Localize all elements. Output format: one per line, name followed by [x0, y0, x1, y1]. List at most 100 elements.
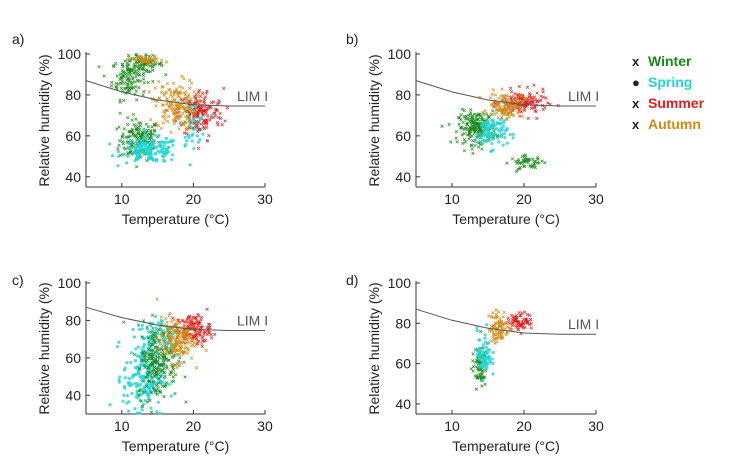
data-point [473, 118, 477, 122]
data-point [167, 150, 171, 154]
data-point [125, 393, 129, 398]
data-point [160, 346, 164, 351]
data-point [108, 403, 112, 407]
data-point [130, 68, 134, 73]
data-point [197, 110, 201, 115]
data-point [492, 112, 497, 116]
data-point [499, 118, 503, 122]
limit-curve-label: LIM I [568, 316, 599, 332]
data-point [153, 86, 157, 90]
data-point [170, 333, 174, 338]
data-point [489, 339, 493, 343]
data-point [150, 334, 154, 339]
data-point [491, 311, 495, 315]
data-point [199, 342, 204, 346]
data-point [213, 114, 217, 118]
data-point [128, 78, 132, 83]
data-point [192, 115, 196, 119]
data-point [171, 379, 176, 383]
data-point [481, 110, 485, 115]
data-point [187, 108, 191, 113]
y-tick-label: 60 [395, 128, 411, 144]
data-point [501, 121, 506, 125]
data-point [170, 153, 175, 157]
data-point [523, 98, 527, 102]
data-point [471, 120, 475, 125]
data-point [465, 122, 470, 127]
data-point [531, 157, 535, 161]
series-winter [122, 313, 188, 414]
data-point [143, 363, 147, 367]
data-point [184, 142, 188, 147]
data-point [138, 375, 142, 379]
data-point [148, 398, 152, 403]
data-point [537, 161, 541, 165]
data-point [110, 154, 115, 158]
data-point [447, 122, 451, 127]
series-spring [474, 108, 515, 153]
data-point [161, 360, 166, 365]
data-point [123, 376, 128, 380]
data-point [489, 324, 494, 329]
data-point [213, 332, 217, 337]
data-point [531, 99, 535, 104]
data-point [517, 84, 521, 89]
data-point [182, 77, 186, 81]
data-point [126, 141, 131, 146]
data-point [149, 330, 154, 335]
data-point [493, 93, 498, 97]
data-point [484, 125, 488, 129]
data-point [204, 125, 209, 130]
data-point [520, 114, 524, 119]
data-point [140, 323, 144, 327]
data-point [157, 355, 162, 359]
data-point [172, 93, 176, 97]
data-point [146, 80, 150, 85]
data-point [135, 61, 140, 65]
data-point [480, 384, 484, 388]
data-point [477, 338, 482, 342]
data-point [535, 116, 539, 121]
limit-curve [415, 308, 596, 335]
data-point [172, 343, 177, 348]
data-point [193, 111, 197, 115]
data-point [149, 410, 154, 414]
data-point [126, 380, 130, 385]
data-point [127, 59, 131, 63]
data-point [142, 379, 146, 384]
data-point [140, 67, 145, 71]
data-point [494, 107, 499, 112]
data-point [488, 360, 492, 364]
data-point [151, 368, 156, 372]
data-point [141, 345, 146, 349]
data-point [487, 314, 491, 318]
data-point [123, 147, 128, 151]
data-point [171, 355, 175, 360]
data-point [184, 337, 189, 342]
data-point [129, 146, 133, 150]
data-point [462, 149, 467, 153]
data-point [491, 330, 495, 334]
data-point [133, 358, 138, 363]
data-point [149, 390, 153, 395]
data-point [131, 112, 136, 117]
y-tick-label: 80 [395, 87, 411, 103]
data-point [543, 105, 547, 110]
data-point [97, 65, 101, 69]
data-point [195, 341, 200, 346]
data-point [186, 324, 191, 329]
data-point [148, 379, 152, 383]
data-point [185, 114, 189, 118]
data-point [139, 399, 143, 403]
data-point [154, 383, 159, 388]
data-point [137, 393, 141, 397]
data-point [477, 112, 482, 117]
data-point [125, 122, 130, 127]
data-point [133, 366, 137, 370]
data-point [160, 63, 164, 68]
data-point [539, 98, 543, 102]
legend-marker: x [632, 117, 640, 132]
data-point [529, 96, 534, 100]
data-point [125, 74, 129, 79]
data-point [510, 157, 515, 161]
